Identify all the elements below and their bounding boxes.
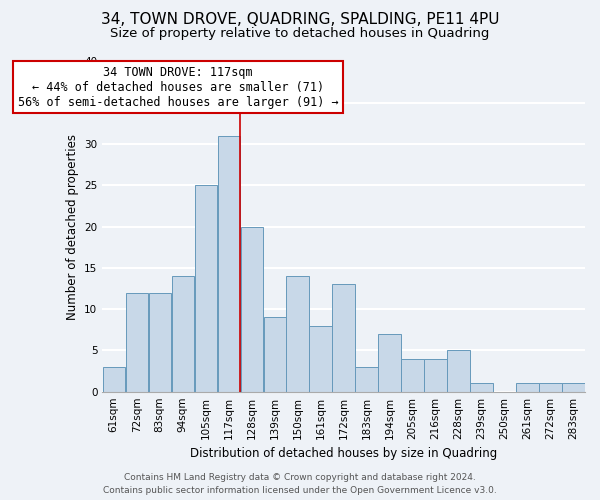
Y-axis label: Number of detached properties: Number of detached properties [65,134,79,320]
Bar [448,350,470,392]
Bar [332,284,355,392]
Text: 34 TOWN DROVE: 117sqm
← 44% of detached houses are smaller (71)
56% of semi-deta: 34 TOWN DROVE: 117sqm ← 44% of detached … [18,66,338,108]
Bar [470,384,493,392]
Bar [194,186,217,392]
Bar [379,334,401,392]
Bar [241,226,263,392]
Bar [218,136,240,392]
X-axis label: Distribution of detached houses by size in Quadring: Distribution of detached houses by size … [190,447,497,460]
Bar [355,367,378,392]
Text: 34, TOWN DROVE, QUADRING, SPALDING, PE11 4PU: 34, TOWN DROVE, QUADRING, SPALDING, PE11… [101,12,499,28]
Bar [401,358,424,392]
Bar [149,292,171,392]
Bar [424,358,447,392]
Text: Size of property relative to detached houses in Quadring: Size of property relative to detached ho… [110,28,490,40]
Bar [172,276,194,392]
Bar [125,292,148,392]
Bar [562,384,584,392]
Bar [263,318,286,392]
Text: Contains HM Land Registry data © Crown copyright and database right 2024.
Contai: Contains HM Land Registry data © Crown c… [103,473,497,495]
Bar [310,326,332,392]
Bar [103,367,125,392]
Bar [286,276,309,392]
Bar [517,384,539,392]
Bar [539,384,562,392]
